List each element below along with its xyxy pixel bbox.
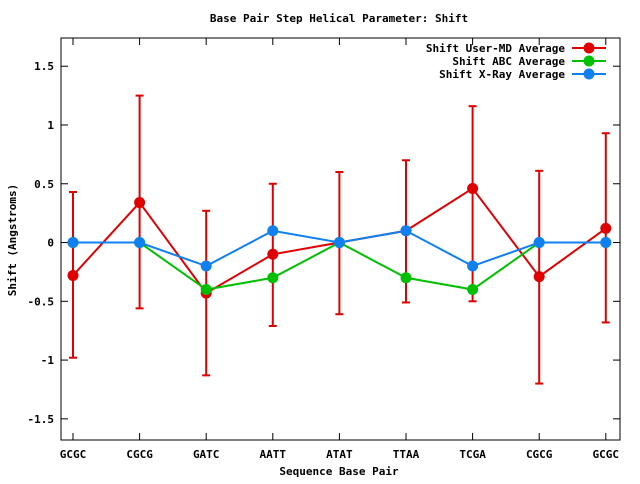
data-point-series-3 <box>400 225 412 237</box>
x-tick-label: TCGA <box>459 448 486 461</box>
data-point-series-3 <box>533 237 545 249</box>
legend-label: Shift X-Ray Average <box>439 68 565 81</box>
data-point-series-1 <box>134 197 146 209</box>
y-tick-label: 1 <box>47 119 54 132</box>
data-point-series-2 <box>267 272 279 284</box>
chart-title: Base Pair Step Helical Parameter: Shift <box>210 12 468 25</box>
x-tick-label: GATC <box>193 448 220 461</box>
data-point-series-1 <box>467 182 479 194</box>
legend-marker <box>583 55 595 67</box>
data-point-series-1 <box>267 248 279 260</box>
x-tick-label: AATT <box>260 448 287 461</box>
x-tick-label: CGCG <box>526 448 553 461</box>
y-axis-label: Shift (Angstroms) <box>6 184 19 297</box>
data-point-series-3 <box>267 225 279 237</box>
y-tick-label: -1.5 <box>28 413 55 426</box>
data-point-series-2 <box>400 272 412 284</box>
data-point-series-1 <box>600 222 612 234</box>
x-tick-label: ATAT <box>326 448 353 461</box>
x-axis-label: Sequence Base Pair <box>279 465 399 478</box>
plot-frame <box>60 37 621 441</box>
data-point-series-1 <box>67 269 79 281</box>
y-tick-label: 0.5 <box>34 178 54 191</box>
data-point-series-3 <box>200 260 212 272</box>
data-point-series-3 <box>134 237 146 249</box>
x-tick-label: TTAA <box>393 448 420 461</box>
y-tick-label: -1 <box>41 354 55 367</box>
plot-area: -1.5 -1 -0.5 0 0.5 1 1.5 GCGC CGCG GATC AATT ATAT TT… <box>28 37 621 461</box>
data-point-series-2 <box>467 284 479 296</box>
data-point-series-3 <box>333 237 345 249</box>
data-point-series-3 <box>600 237 612 249</box>
x-tick-label: GCGC <box>60 448 87 461</box>
y-tick-label: 1.5 <box>34 60 54 73</box>
legend-marker <box>583 68 595 80</box>
x-tick-label: GCGC <box>593 448 620 461</box>
legend-marker <box>583 42 595 54</box>
legend-label: Shift ABC Average <box>452 55 565 68</box>
data-point-series-2 <box>200 284 212 296</box>
data-point-series-1 <box>533 271 545 283</box>
data-point-series-3 <box>467 260 479 272</box>
x-tick-label: CGCG <box>126 448 153 461</box>
y-tick-label: -0.5 <box>28 295 55 308</box>
data-point-series-3 <box>67 237 79 249</box>
y-tick-label: 0 <box>47 237 54 250</box>
legend-label: Shift User-MD Average <box>426 42 565 55</box>
